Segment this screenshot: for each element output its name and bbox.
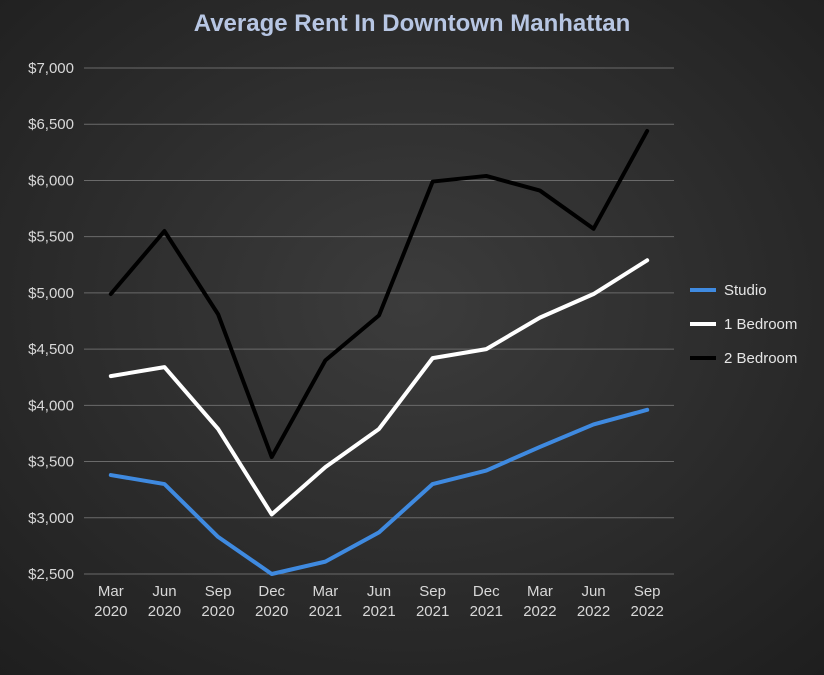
x-axis-label: Mar bbox=[527, 583, 553, 600]
chart-frame: $2,500 $3,000 $3,500 $4,000 $4,500 $5,000 $5,5… bbox=[0, 0, 824, 675]
y-axis-label: $4,000 bbox=[28, 397, 74, 414]
x-axis-label: 2022 bbox=[630, 603, 663, 620]
y-axis-label: $4,500 bbox=[28, 341, 74, 358]
y-axis-label: $2,500 bbox=[28, 566, 74, 583]
x-axis-label: Sep bbox=[634, 583, 661, 600]
x-axis-label: 2022 bbox=[577, 603, 610, 620]
legend-label: 2 Bedroom bbox=[724, 350, 797, 367]
rent-line-chart: $2,500 $3,000 $3,500 $4,000 $4,500 $5,000 $5,5… bbox=[0, 0, 824, 675]
chart-title: Average Rent In Downtown Manhattan bbox=[0, 10, 824, 38]
x-axis-label: Dec bbox=[258, 583, 285, 600]
y-axis-label: $6,500 bbox=[28, 116, 74, 133]
x-axis-label: 2020 bbox=[255, 603, 288, 620]
x-axis-label: 2022 bbox=[523, 603, 556, 620]
legend-label: Studio bbox=[724, 282, 767, 299]
x-axis-label: Mar bbox=[98, 583, 124, 600]
x-axis-label: Sep bbox=[205, 583, 232, 600]
x-axis-label: 2020 bbox=[148, 603, 181, 620]
x-axis-label: 2021 bbox=[309, 603, 342, 620]
y-axis-label: $7,000 bbox=[28, 60, 74, 77]
y-axis-label: $6,000 bbox=[28, 172, 74, 189]
x-axis-label: Jun bbox=[581, 583, 605, 600]
y-axis-label: $3,000 bbox=[28, 510, 74, 527]
x-axis-label: Dec bbox=[473, 583, 500, 600]
x-axis-label: 2020 bbox=[94, 603, 127, 620]
x-axis-label: 2020 bbox=[201, 603, 234, 620]
y-axis-label: $5,000 bbox=[28, 285, 74, 302]
x-axis-label: Sep bbox=[419, 583, 446, 600]
legend-label: 1 Bedroom bbox=[724, 316, 797, 333]
x-axis-label: 2021 bbox=[362, 603, 395, 620]
x-axis-label: 2021 bbox=[416, 603, 449, 620]
x-axis-label: Jun bbox=[367, 583, 391, 600]
x-axis-label: Mar bbox=[312, 583, 338, 600]
y-axis-label: $3,500 bbox=[28, 454, 74, 471]
x-axis-label: Jun bbox=[152, 583, 176, 600]
y-axis-label: $5,500 bbox=[28, 229, 74, 246]
x-axis-label: 2021 bbox=[470, 603, 503, 620]
